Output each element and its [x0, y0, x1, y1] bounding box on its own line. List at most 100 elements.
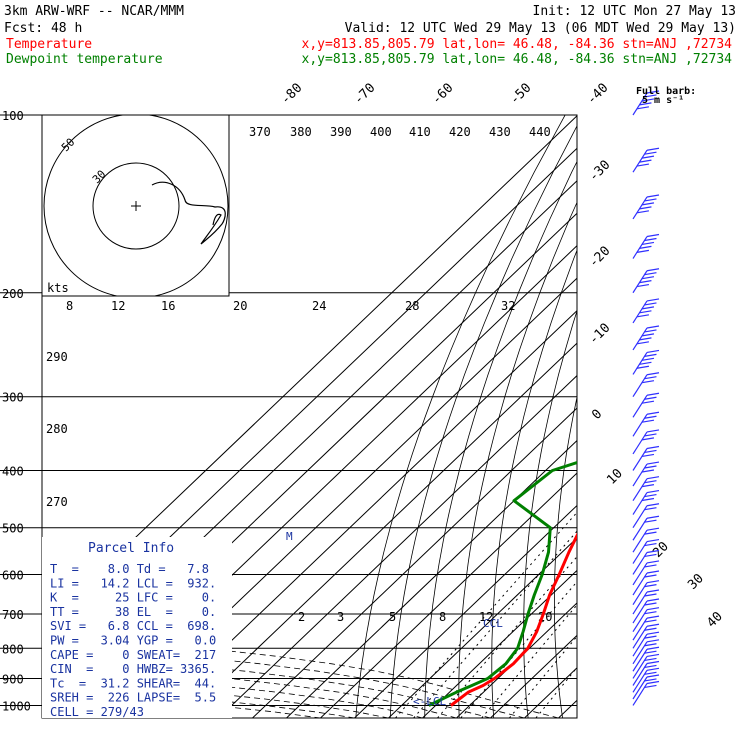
mixing-ratio-label: 24 — [312, 299, 326, 313]
mixing-ratio-label: 32 — [501, 299, 515, 313]
dry-adiabat — [424, 160, 577, 718]
parcel-row: TT = 38 EL = 0. — [50, 605, 216, 619]
isotherm-label: 10 — [604, 466, 626, 488]
wind-barb — [632, 674, 660, 700]
theta-label: 390 — [330, 125, 352, 139]
wind-barb — [632, 489, 660, 515]
wind-barb — [632, 233, 660, 259]
hodograph-trace — [151, 181, 226, 245]
wind-barb — [632, 589, 660, 615]
mixing-ratio-label: 2 — [298, 610, 305, 624]
mixing-ratio-label: 28 — [405, 299, 419, 313]
header: 3km ARW-WRF -- NCAR/MMM Init: 12 UTC Mon… — [4, 4, 736, 67]
mixing-ratio-label: 20 — [233, 299, 247, 313]
wind-barb — [632, 392, 660, 418]
isotherm-label: -50 — [507, 81, 534, 108]
theta-label: 380 — [290, 125, 312, 139]
pressure-tick-label: 200 — [2, 287, 24, 301]
hodograph-ring-inner — [92, 162, 180, 250]
pressure-tick-label: 800 — [2, 642, 24, 656]
wind-barb — [632, 515, 660, 541]
isotherm — [320, 472, 577, 718]
wind-barb — [632, 325, 660, 351]
barb-legend-unit: 5 m s⁻¹ — [642, 95, 684, 106]
isotherm-label: -80 — [278, 81, 305, 108]
mixing-ratio-line — [460, 580, 577, 718]
forecast-hour: Fcst: 48 h — [4, 21, 82, 36]
wind-barb — [632, 147, 660, 173]
parcel-row: LI = 14.2 LCL = 932. — [50, 576, 216, 590]
isotherm-label: 40 — [704, 609, 726, 631]
sounding-profiles — [428, 461, 577, 707]
isotherm — [150, 309, 577, 718]
m-marker: M — [286, 530, 293, 543]
temperature-legend: Temperature — [6, 37, 92, 52]
isotherm — [524, 667, 577, 718]
dry-adiabat — [523, 309, 577, 718]
moist-adiabat — [42, 643, 525, 718]
isotherm-label: 30 — [685, 571, 707, 593]
moist-adiabat — [42, 653, 491, 718]
background-lines — [42, 115, 740, 718]
theta-label: 270 — [46, 495, 68, 509]
parcel-title: Parcel Info — [88, 541, 174, 556]
mixing-ratio-line — [413, 530, 577, 718]
theta-label: 430 — [489, 125, 511, 139]
isotherm — [422, 569, 577, 718]
wind-barb — [632, 570, 660, 596]
kts-label: kts — [47, 281, 69, 295]
markers: CCL <-LCL M — [286, 530, 503, 708]
wind-barb — [632, 639, 660, 665]
barb-legend: Full barb: 5 m s⁻¹ — [636, 86, 696, 106]
isotherm-label: -30 — [586, 158, 613, 185]
wind-barb — [632, 411, 660, 437]
axis-labels: -80 -70 -60 -50 -40 -30 -20 -10 0 10 20 30 40 370 380 3… — [46, 81, 726, 631]
wind-barb — [632, 549, 660, 575]
mixing-ratio-line — [535, 666, 577, 718]
wind-barb — [632, 560, 660, 586]
isotherm — [184, 342, 577, 718]
dry-adiabat — [668, 115, 740, 718]
wind-barbs — [632, 90, 660, 706]
mixing-ratio-label: 8 — [66, 299, 73, 313]
wind-barb — [632, 503, 660, 529]
isotherm-label: 0 — [589, 407, 605, 423]
wind-barb — [632, 298, 660, 324]
theta-label: 420 — [449, 125, 471, 139]
dewpoint-station-info: x,y=813.85,805.79 lat,lon= 46.48, -84.36… — [302, 52, 733, 67]
wind-barb — [632, 372, 660, 398]
mixing-ratio-label: 3 — [337, 610, 344, 624]
pressure-tick-label: 700 — [2, 608, 24, 622]
mixing-ratio-label: 12 — [111, 299, 125, 313]
parcel-row: SREH = 226 LAPSE= 5.5 — [50, 691, 216, 705]
wind-barb — [632, 646, 660, 672]
theta-label: 280 — [46, 422, 68, 436]
isotherm — [286, 439, 577, 718]
isotherm-label: -60 — [429, 81, 456, 108]
wind-barb — [632, 615, 660, 641]
wind-barb — [632, 653, 660, 679]
theta-label: 370 — [249, 125, 271, 139]
pressure-tick-label: 300 — [2, 391, 24, 405]
wind-barb — [632, 194, 660, 220]
isotherm-label: -70 — [351, 81, 378, 108]
parcel-row: CAPE = 0 SWEAT= 217 — [50, 648, 216, 662]
wind-barb — [632, 580, 660, 606]
temperature-profile — [449, 532, 577, 707]
isotherm-label: -20 — [586, 244, 613, 271]
isotherm — [252, 407, 577, 718]
mixing-ratio-label: 12 — [479, 610, 493, 624]
wind-barb — [632, 429, 660, 455]
isotherm-label: -10 — [586, 321, 613, 348]
mixing-ratio-label: 5 — [389, 610, 396, 624]
dry-adiabat — [389, 125, 577, 718]
parcel-row: CIN = 0 HWBZ= 3365. — [50, 662, 216, 676]
isotherm — [490, 634, 577, 718]
wind-barb — [632, 527, 660, 553]
hodograph-ring-outer — [43, 115, 229, 296]
isotherm — [354, 504, 577, 718]
pressure-tick-label: 500 — [2, 522, 24, 536]
mixing-ratio-line — [437, 555, 577, 718]
